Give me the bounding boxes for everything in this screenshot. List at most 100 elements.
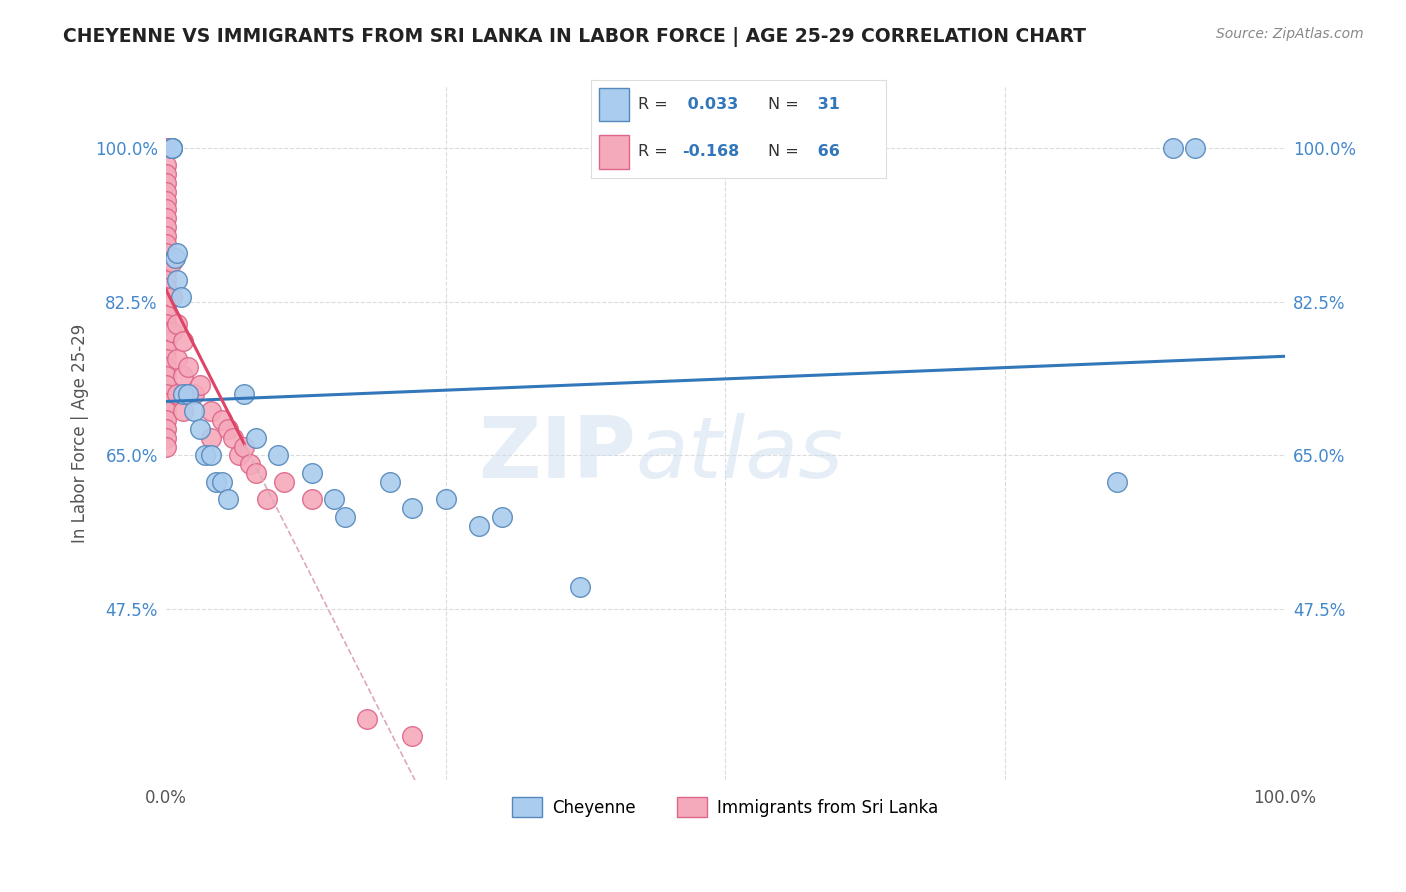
- Point: [166, 317, 188, 331]
- Point: [155, 326, 177, 340]
- Text: N =: N =: [768, 145, 799, 160]
- Point: [211, 413, 233, 427]
- Point: [155, 431, 177, 445]
- Point: [155, 211, 177, 226]
- Point: [160, 255, 183, 269]
- Point: [155, 413, 177, 427]
- Point: [301, 492, 323, 507]
- Point: [172, 334, 194, 348]
- Point: [155, 272, 177, 286]
- Point: [1161, 141, 1184, 155]
- Point: [273, 475, 295, 489]
- Point: [155, 167, 177, 181]
- Point: [155, 404, 177, 418]
- Point: [217, 492, 239, 507]
- Text: 66: 66: [813, 145, 839, 160]
- Point: [155, 386, 177, 401]
- Y-axis label: In Labor Force | Age 25-29: In Labor Force | Age 25-29: [72, 324, 89, 543]
- Point: [183, 404, 205, 418]
- Point: [155, 343, 177, 357]
- Point: [155, 351, 177, 366]
- Point: [155, 317, 177, 331]
- Point: [166, 246, 188, 260]
- Point: [155, 237, 177, 252]
- Text: atlas: atlas: [636, 413, 844, 496]
- Point: [211, 475, 233, 489]
- Point: [155, 395, 177, 409]
- Point: [245, 431, 267, 445]
- Point: [172, 404, 194, 418]
- Point: [177, 360, 200, 375]
- Point: [155, 264, 177, 278]
- Point: [155, 246, 177, 260]
- Point: [166, 351, 188, 366]
- Text: -0.168: -0.168: [682, 145, 740, 160]
- Point: [434, 492, 457, 507]
- Point: [568, 580, 591, 594]
- Point: [160, 290, 183, 304]
- Point: [155, 176, 177, 190]
- Point: [155, 422, 177, 436]
- Point: [239, 457, 262, 471]
- Point: [233, 440, 256, 454]
- Point: [356, 712, 378, 726]
- Point: [205, 475, 228, 489]
- Point: [155, 360, 177, 375]
- Point: [155, 141, 177, 155]
- Point: [155, 141, 177, 155]
- Point: [200, 448, 222, 462]
- Bar: [599, 88, 628, 121]
- Point: [155, 281, 177, 295]
- Point: [177, 386, 200, 401]
- Point: [322, 492, 344, 507]
- Point: [155, 440, 177, 454]
- Point: [188, 378, 211, 392]
- Point: [155, 141, 177, 155]
- Point: [160, 141, 183, 155]
- Point: [155, 378, 177, 392]
- Point: [1105, 475, 1128, 489]
- Point: [228, 448, 250, 462]
- Point: [301, 466, 323, 480]
- Bar: [599, 136, 628, 169]
- Point: [378, 475, 401, 489]
- Text: 31: 31: [813, 97, 839, 112]
- Point: [172, 369, 194, 384]
- Text: ZIP: ZIP: [478, 413, 636, 496]
- Point: [166, 386, 188, 401]
- Point: [155, 219, 177, 234]
- Point: [200, 404, 222, 418]
- Point: [155, 202, 177, 217]
- Text: N =: N =: [768, 97, 799, 112]
- Point: [155, 141, 177, 155]
- Point: [222, 431, 245, 445]
- Text: 0.033: 0.033: [682, 97, 738, 112]
- Point: [401, 730, 423, 744]
- Point: [155, 194, 177, 208]
- Point: [166, 272, 188, 286]
- Point: [155, 255, 177, 269]
- Point: [155, 369, 177, 384]
- Point: [267, 448, 290, 462]
- Point: [245, 466, 267, 480]
- Point: [155, 290, 177, 304]
- Point: [169, 290, 191, 304]
- Point: [233, 386, 256, 401]
- Point: [160, 141, 183, 155]
- Point: [155, 141, 177, 155]
- Point: [160, 141, 183, 155]
- Point: [217, 422, 239, 436]
- Point: [183, 386, 205, 401]
- Point: [155, 141, 177, 155]
- Text: R =: R =: [638, 97, 668, 112]
- Point: [491, 509, 513, 524]
- Point: [194, 448, 217, 462]
- Point: [155, 228, 177, 243]
- Point: [160, 326, 183, 340]
- Legend: Cheyenne, Immigrants from Sri Lanka: Cheyenne, Immigrants from Sri Lanka: [505, 790, 945, 824]
- Point: [200, 431, 222, 445]
- Point: [468, 518, 491, 533]
- Text: Source: ZipAtlas.com: Source: ZipAtlas.com: [1216, 27, 1364, 41]
- Point: [1184, 141, 1206, 155]
- Point: [155, 308, 177, 322]
